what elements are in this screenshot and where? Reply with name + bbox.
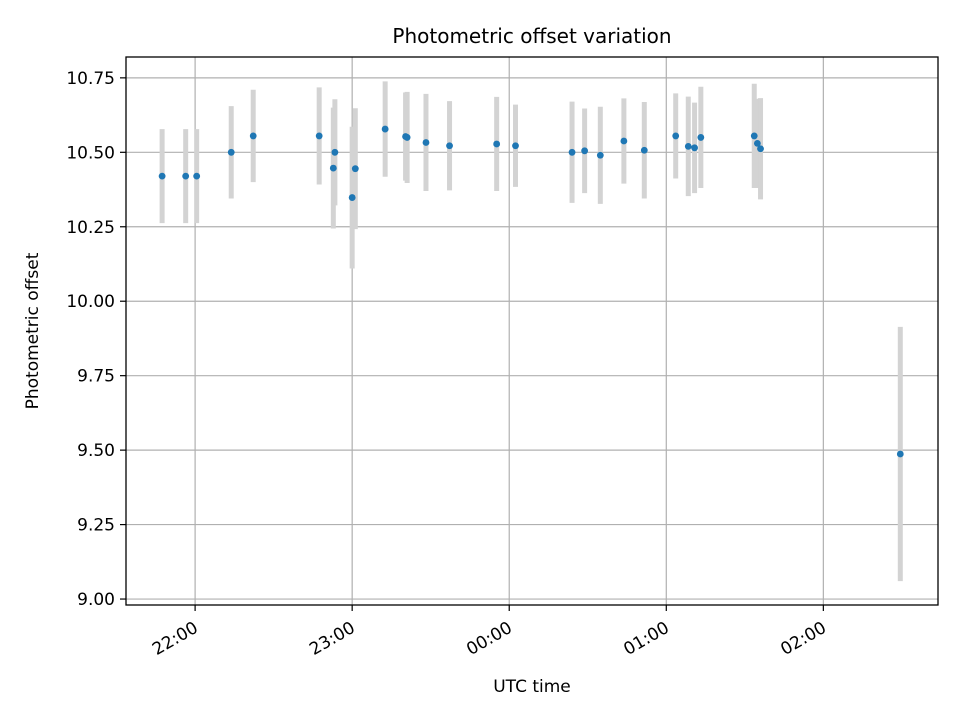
chart-title: Photometric offset variation — [392, 24, 671, 48]
data-point — [512, 142, 519, 150]
y-axis-title: Photometric offset — [23, 252, 43, 409]
x-axis-title: UTC time — [493, 677, 571, 697]
data-point — [620, 137, 628, 145]
data-point — [753, 139, 761, 147]
data-point — [315, 132, 323, 140]
data-point — [640, 146, 648, 154]
data-point — [691, 144, 698, 152]
y-tick-label: 9.75 — [77, 367, 115, 387]
data-point — [193, 172, 201, 180]
data-points — [158, 125, 904, 458]
data-point — [581, 147, 589, 155]
data-point — [896, 450, 904, 458]
data-point — [351, 165, 359, 173]
y-tick-label: 10.75 — [66, 69, 115, 89]
grid — [126, 57, 938, 605]
data-point — [329, 164, 337, 172]
data-point — [672, 132, 680, 140]
data-point — [348, 194, 356, 201]
data-point — [757, 145, 764, 153]
y-tick-label: 9.25 — [77, 516, 115, 536]
data-point — [331, 148, 339, 156]
data-point — [249, 132, 257, 140]
plot-frame — [125, 56, 939, 606]
data-point — [750, 132, 758, 140]
y-tick-label: 10.00 — [66, 292, 115, 312]
data-point — [381, 125, 389, 133]
data-point — [684, 142, 692, 150]
y-tick-label: 9.00 — [77, 590, 115, 610]
data-point — [568, 148, 576, 156]
data-point — [596, 151, 604, 159]
data-point — [697, 134, 705, 141]
y-tick-label: 10.50 — [66, 143, 115, 163]
data-point — [182, 172, 190, 180]
data-point — [493, 140, 501, 148]
data-point — [446, 142, 453, 150]
y-axis: 9.00 9.25 9.50 9.75 10.00 10.25 10.50 10.75 — [66, 69, 126, 610]
y-tick-label: 9.50 — [77, 441, 115, 461]
y-tick-label: 10.25 — [66, 218, 115, 238]
data-point — [227, 148, 235, 156]
data-point — [403, 134, 411, 141]
data-point — [422, 139, 430, 146]
data-point — [158, 172, 166, 180]
